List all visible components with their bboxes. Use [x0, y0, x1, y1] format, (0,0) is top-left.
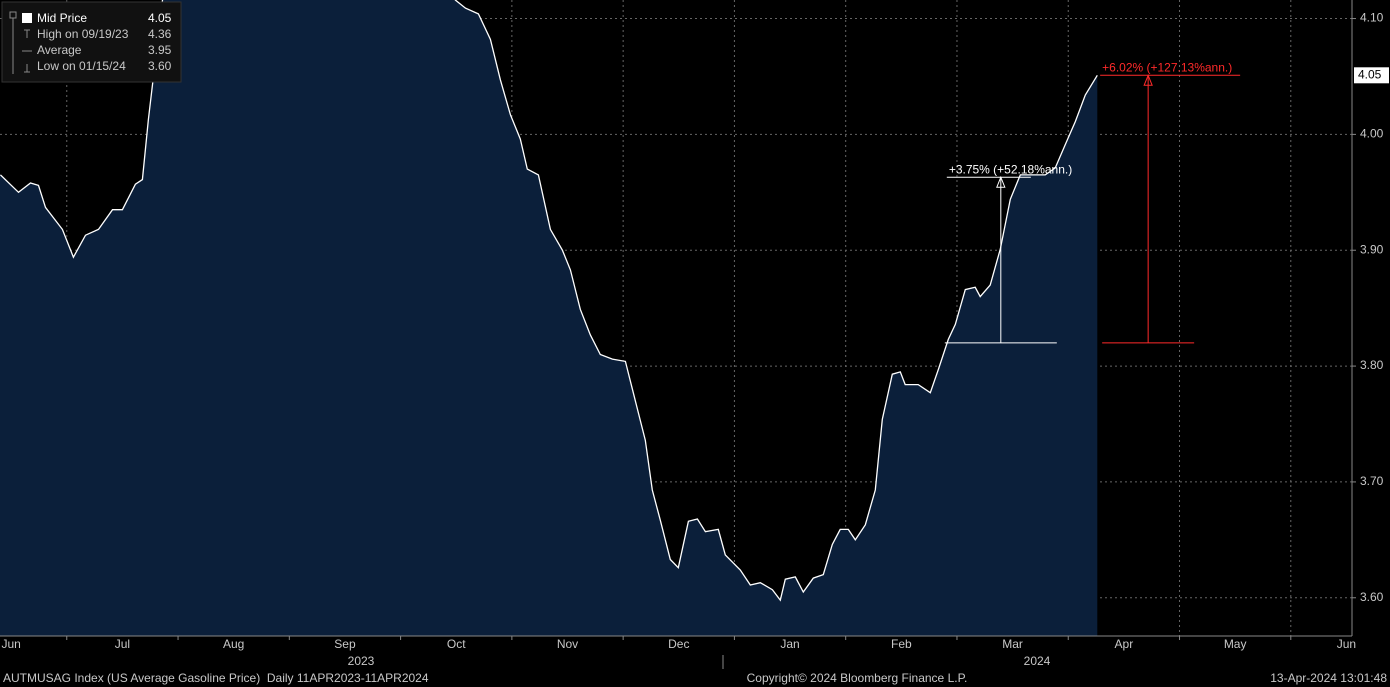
legend-swatch [22, 13, 32, 23]
annotations: +3.75% (+52.18%ann.) +6.02% (+127.13%ann.… [944, 60, 1241, 344]
last-value-box [1354, 67, 1389, 84]
area-fill [0, 0, 1098, 636]
legend-label: Average [37, 43, 82, 57]
year-label: 2023 [348, 654, 375, 668]
legend-value: 3.60 [148, 59, 172, 73]
legend-label: High on 09/19/23 [37, 27, 129, 41]
x-tick-label: Aug [223, 637, 244, 651]
x-tick-label: Apr [1115, 637, 1134, 651]
plot-area: +3.75% (+52.18%ann.) +6.02% (+127.13%ann.… [0, 0, 1352, 636]
x-tick-label: Feb [891, 637, 912, 651]
legend-value: 3.95 [148, 43, 172, 57]
y-tick-label: 3.60 [1360, 590, 1384, 604]
legend-label: Mid Price [37, 11, 87, 25]
x-tick-label: May [1224, 637, 1247, 651]
x-tick-label: Jul [115, 637, 130, 651]
legend-label: Low on 01/15/24 [37, 59, 126, 73]
y-tick-label: 4.10 [1360, 11, 1384, 25]
y-tick-label: 3.90 [1360, 242, 1384, 256]
x-tick-label: Nov [557, 637, 578, 651]
annotation-arrow [996, 175, 1006, 188]
y-tick-label: 4.00 [1360, 127, 1384, 141]
legend-value: 4.36 [148, 27, 172, 41]
year-label: 2024 [1024, 654, 1051, 668]
y-tick-label: 3.70 [1360, 474, 1384, 488]
x-tick-label: Oct [447, 637, 466, 651]
legend-value: 4.05 [148, 11, 172, 25]
x-tick-label: Jan [780, 637, 799, 651]
x-tick-label: Dec [668, 637, 689, 651]
y-tick-label: 3.80 [1360, 358, 1384, 372]
footer-right: 13-Apr-2024 13:01:48 [1270, 671, 1387, 685]
x-tick-label: Jun [1, 637, 20, 651]
x-tick-label: Sep [334, 637, 356, 651]
x-tick-label: Jun [1337, 637, 1356, 651]
legend: Mid Price 4.05 High on 09/19/23 4.36 Ave… [1, 1, 182, 83]
footer-center: Copyright© 2024 Bloomberg Finance L.P. [747, 671, 968, 685]
legend-icons [9, 11, 32, 74]
annotation-label: +3.75% (+52.18%ann.) [949, 162, 1072, 176]
annotation-arrow [1143, 73, 1153, 86]
annotation-label: +6.02% (+127.13%ann.) [1102, 60, 1232, 74]
last-value-label: 4.05 [1358, 67, 1382, 81]
footer-left: AUTMUSAG Index (US Average Gasoline Pric… [3, 671, 429, 685]
x-tick-label: Mar [1002, 637, 1023, 651]
